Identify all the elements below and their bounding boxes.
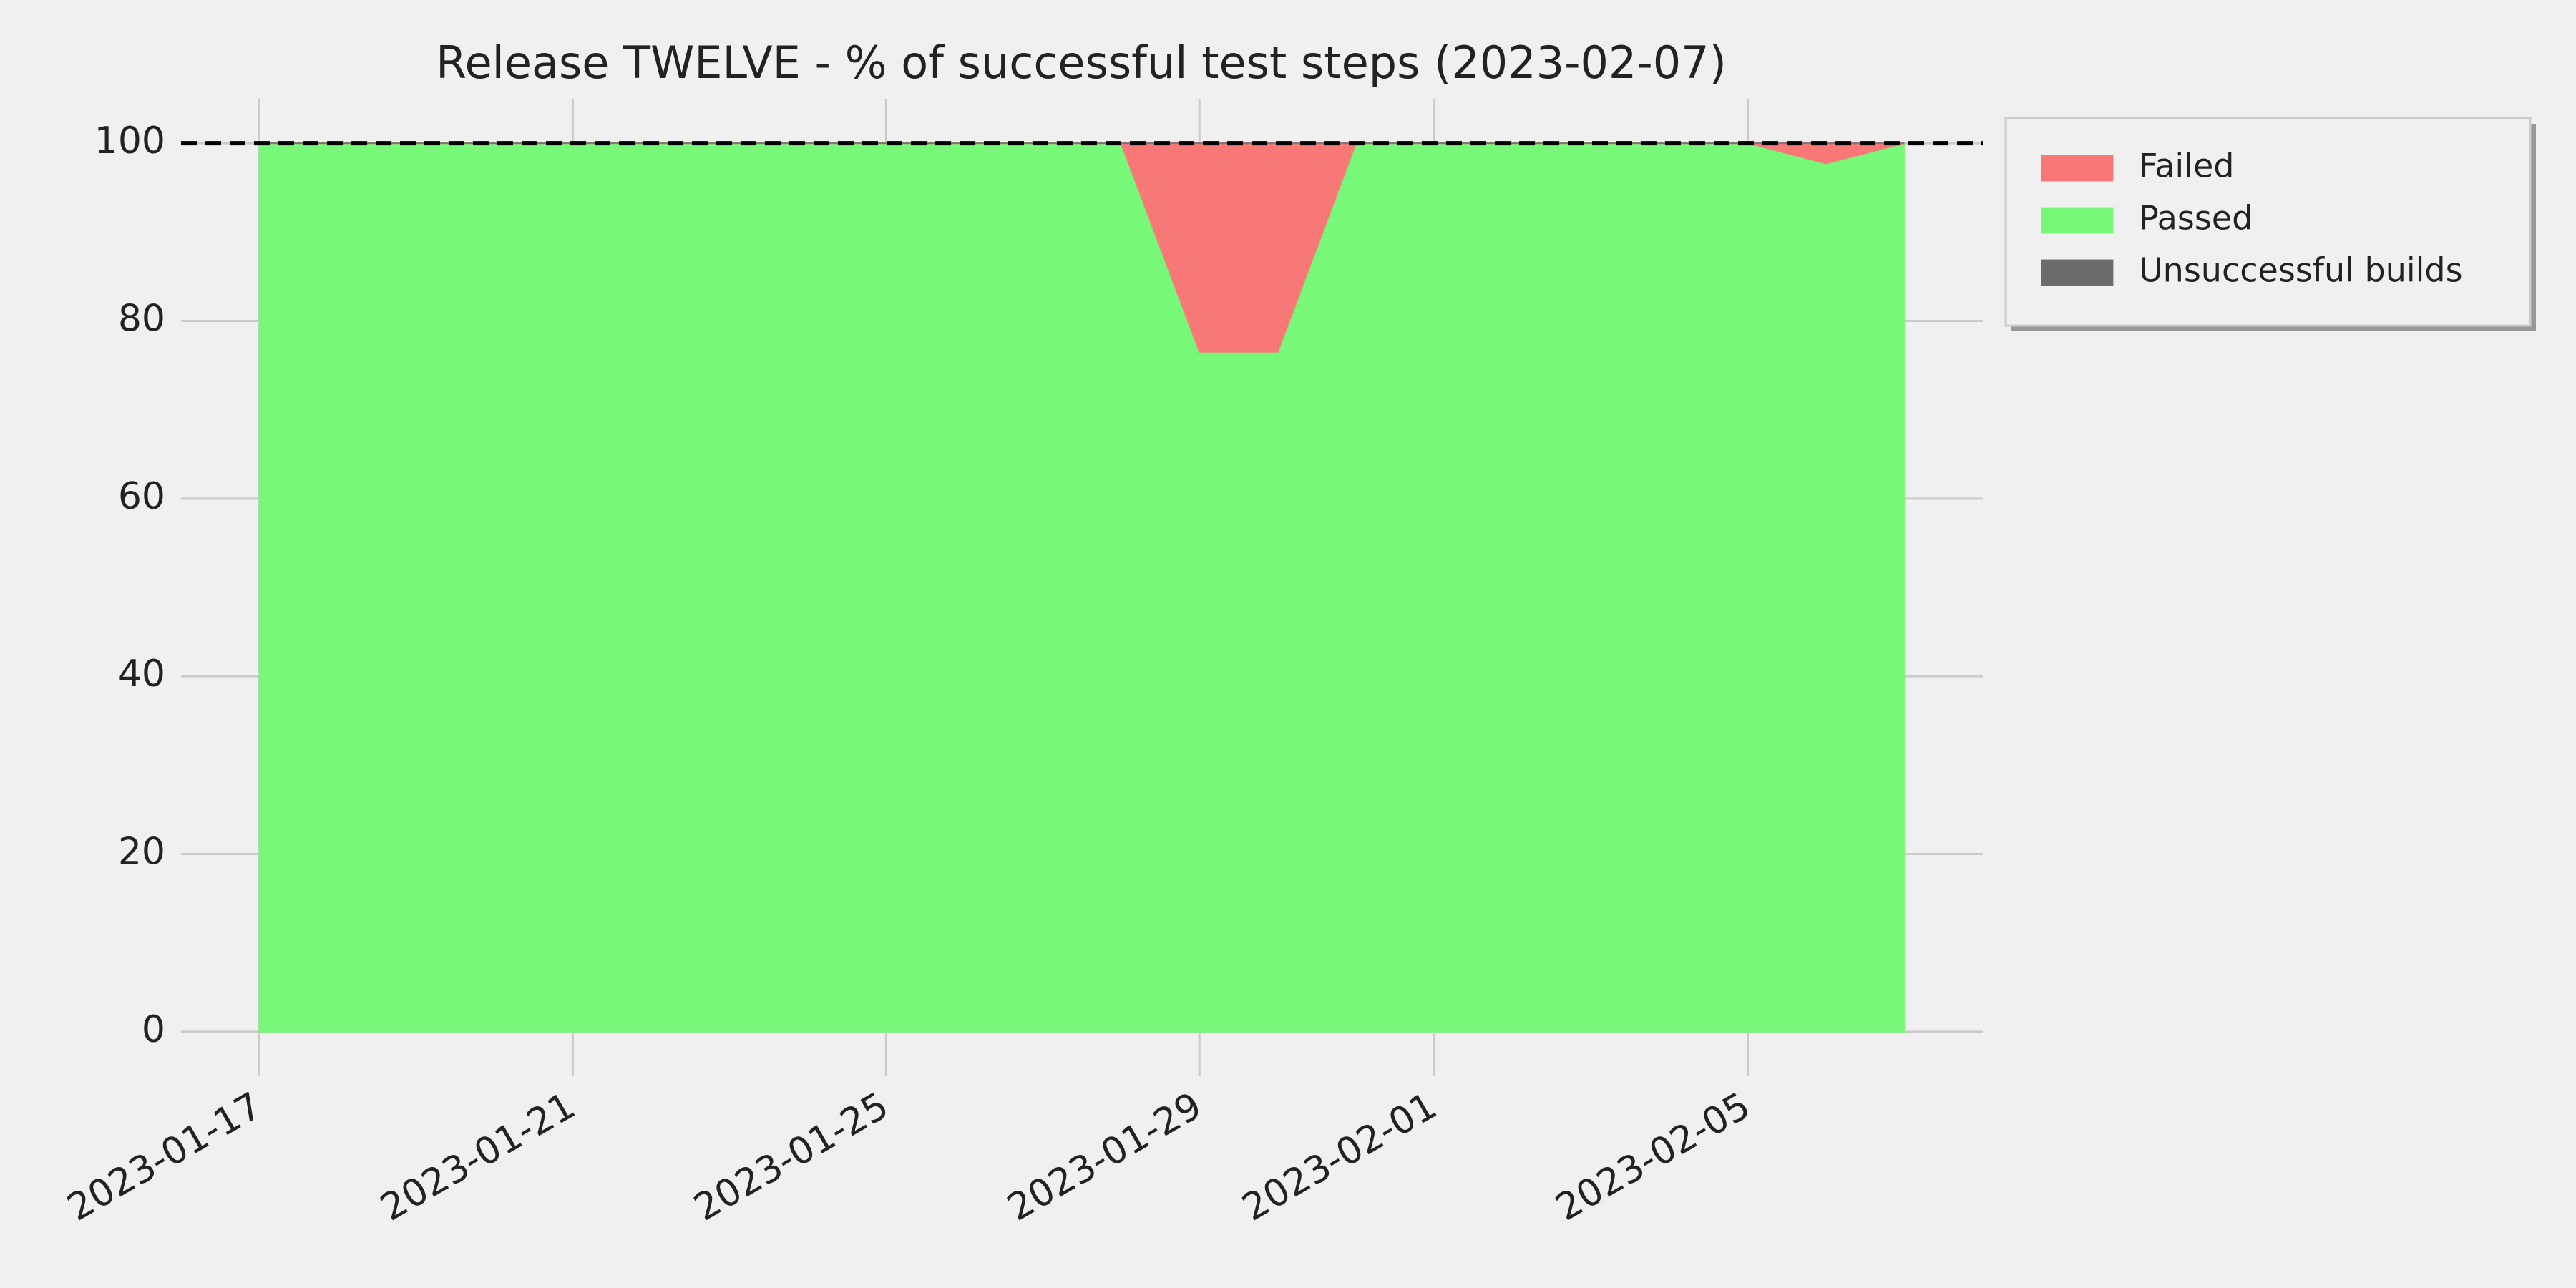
area xyxy=(258,142,1906,1033)
chart-title: Release TWELVE - % of successful test st… xyxy=(436,36,1727,89)
legend: Failed Passed Unsuccessful builds xyxy=(2004,117,2536,331)
y-tick-label: 80 xyxy=(118,297,165,340)
y-tick-label: 20 xyxy=(118,831,165,874)
legend-label: Unsuccessful builds xyxy=(2139,251,2463,290)
y-tick-label: 40 xyxy=(118,653,165,696)
legend-label: Passed xyxy=(2139,199,2253,238)
y-tick-label: 100 xyxy=(94,119,165,162)
legend-label: Failed xyxy=(2139,147,2235,185)
legend-swatch xyxy=(2041,155,2114,182)
legend-swatch xyxy=(2041,207,2114,234)
legend-swatch xyxy=(2041,259,2114,286)
y-tick-label: 60 xyxy=(118,475,165,518)
y-tick-label: 0 xyxy=(142,1008,165,1051)
areas xyxy=(258,142,1906,1033)
